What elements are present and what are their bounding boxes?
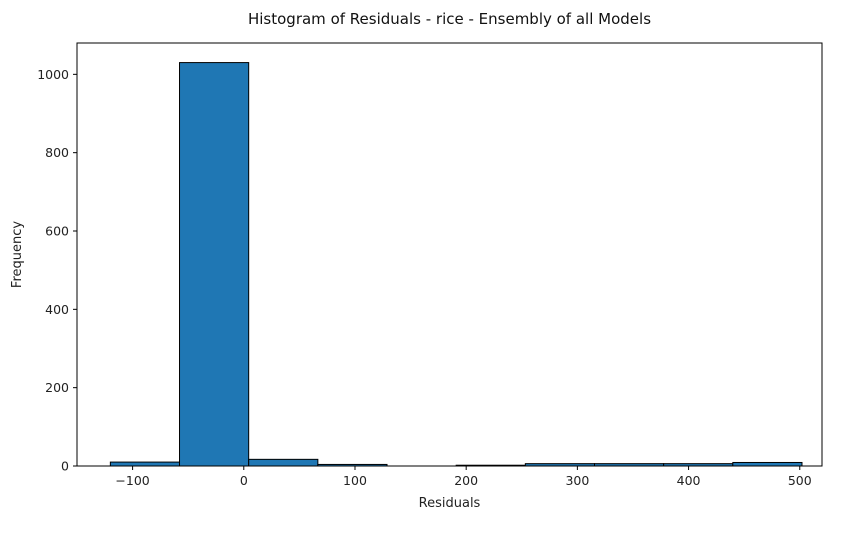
y-tick-label: 1000 [37, 67, 69, 82]
histogram-bar [732, 461, 803, 467]
x-tick-label: −100 [115, 473, 149, 488]
x-tick-label: 500 [788, 473, 812, 488]
y-axis-label: Frequency [10, 221, 25, 288]
histogram-bar [179, 62, 250, 467]
chart-title: Histogram of Residuals - rice - Ensembly… [248, 10, 651, 28]
y-tick-label: 600 [45, 224, 69, 239]
histogram-bar [248, 458, 319, 467]
x-tick-label: 100 [343, 473, 367, 488]
histogram-bar [109, 461, 181, 467]
y-tick-label: 800 [45, 145, 69, 160]
x-tick-label: 400 [677, 473, 701, 488]
x-tick-label: 300 [565, 473, 589, 488]
y-tick-label: 400 [45, 302, 69, 317]
y-tick-label: 0 [61, 459, 69, 474]
x-tick-label: 200 [454, 473, 478, 488]
y-axis-ticks: 0 200 400 600 800 1000 [37, 67, 77, 474]
y-tick-label: 200 [45, 380, 69, 395]
x-axis-ticks: −100 0 100 200 300 400 500 [115, 466, 812, 488]
bars-group [109, 62, 803, 467]
x-tick-label: 0 [240, 473, 248, 488]
plot-frame [76, 42, 823, 467]
x-axis-label: Residuals [419, 496, 481, 511]
